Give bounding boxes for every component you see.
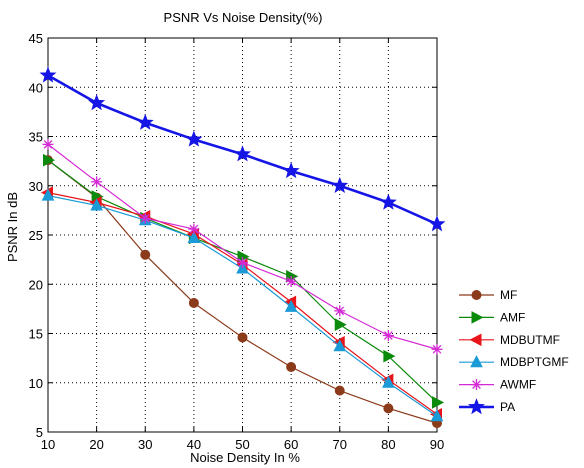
data-point-awmf-70 (334, 305, 346, 317)
legend-label-awmf: AWMF (500, 378, 536, 392)
asterisk-stroke (92, 177, 101, 187)
asterisk-stroke (335, 306, 345, 316)
asterisk-stroke (189, 224, 199, 234)
data-point-mf-30 (140, 249, 151, 260)
data-point-pa-40 (185, 130, 203, 147)
x-tick-label-60: 60 (284, 437, 298, 452)
x-tick-label-20: 20 (89, 437, 103, 452)
legend-label-amf: AMF (500, 310, 525, 324)
asterisk-stroke (238, 258, 247, 267)
data-point-mf-40 (188, 297, 199, 308)
data-point-amf-70 (334, 318, 347, 331)
data-point-pa-60 (282, 162, 300, 179)
data-point-mdbptgmf-90 (430, 409, 444, 422)
y-tick-label-30: 30 (29, 179, 43, 194)
data-point-mdbptgmf-70 (333, 339, 347, 352)
legend-label-mf: MF (500, 288, 517, 302)
data-point-awmf-10 (42, 138, 54, 150)
legend-item-awmf: AWMF (459, 378, 536, 392)
data-point-mdbptgmf-60 (284, 299, 298, 312)
x-axis-title: Noise Density In % (190, 450, 300, 465)
data-point-awmf-80 (382, 329, 394, 341)
chart-title: PSNR Vs Noise Density(%) (164, 10, 323, 25)
data-point-amf-90 (432, 396, 445, 409)
asterisk-stroke (384, 331, 393, 340)
legend-marker-mf (471, 290, 482, 300)
legend-marker-mdbutmf (469, 333, 482, 347)
legend-marker-awmf (471, 379, 482, 391)
legend-label-pa: PA (500, 400, 515, 414)
x-tick-label-70: 70 (333, 437, 347, 452)
data-point-pa-30 (136, 113, 154, 130)
asterisk-stroke (286, 276, 296, 286)
asterisk-stroke (432, 344, 442, 354)
data-point-mf-50 (237, 332, 248, 343)
data-point-awmf-40 (188, 223, 200, 235)
series-awmf (42, 138, 443, 355)
data-point-pa-70 (331, 176, 349, 193)
data-point-awmf-30 (139, 212, 151, 224)
data-point-mdbptgmf-40 (187, 230, 201, 243)
y-tick-label-5: 5 (36, 425, 43, 440)
legend-item-amf: AMF (459, 310, 525, 324)
data-point-mf-80 (383, 403, 394, 414)
data-point-pa-50 (234, 145, 251, 162)
y-tick-label-15: 15 (29, 327, 43, 342)
data-point-amf-50 (237, 250, 250, 263)
x-tick-label-10: 10 (41, 437, 55, 452)
data-point-amf-10 (43, 153, 56, 167)
asterisk-stroke (140, 213, 150, 223)
data-point-pa-90 (428, 215, 446, 232)
x-tick-label-40: 40 (187, 437, 201, 452)
data-point-mdbptgmf-80 (382, 375, 395, 388)
x-tick-label-80: 80 (381, 437, 395, 452)
legend-marker-amf (471, 311, 484, 324)
data-point-pa-10 (39, 66, 57, 83)
series-pa (39, 66, 446, 232)
legend-item-mdbptgmf: MDBPTGMF (459, 355, 569, 369)
data-point-pa-20 (88, 94, 106, 111)
legend-label-mdbptgmf: MDBPTGMF (500, 355, 569, 369)
data-point-awmf-20 (91, 176, 103, 188)
data-point-amf-80 (383, 349, 396, 363)
y-tick-label-20: 20 (29, 277, 43, 292)
series-mdbptgmf (41, 188, 444, 422)
y-axis-title: PSNR In dB (5, 192, 20, 262)
legend-item-pa: PA (459, 398, 515, 415)
asterisk-stroke (43, 140, 53, 149)
series-group (39, 66, 446, 429)
legend-item-mf: MF (459, 288, 517, 302)
legend-marker-mdbptgmf (470, 355, 483, 368)
x-tick-label-90: 90 (430, 437, 444, 452)
data-point-awmf-90 (431, 343, 443, 355)
data-point-mf-70 (334, 385, 345, 396)
data-point-pa-80 (379, 193, 397, 210)
data-point-mf-60 (286, 361, 297, 372)
x-tick-label-30: 30 (138, 437, 152, 452)
legend: MF AMF MDBUTMF MDBPTGMF AWMF PA (459, 288, 569, 415)
labels: PSNR Vs Noise Density(%) Noise Density I… (5, 10, 322, 465)
y-tick-label-25: 25 (29, 228, 43, 243)
y-tick-label-45: 45 (29, 31, 43, 46)
y-tick-label-10: 10 (29, 376, 43, 391)
y-tick-label-35: 35 (29, 130, 43, 145)
data-point-mdbptgmf-10 (41, 188, 55, 201)
data-point-awmf-60 (285, 275, 297, 287)
x-tick-label-50: 50 (235, 437, 249, 452)
legend-item-mdbutmf: MDBUTMF (459, 333, 560, 347)
y-tick-label-40: 40 (29, 80, 43, 95)
data-point-awmf-50 (237, 257, 248, 269)
legend-label-mdbutmf: MDBUTMF (500, 333, 560, 347)
legend-marker-pa (468, 398, 485, 415)
asterisk-stroke (472, 380, 481, 389)
data-point-mdbptgmf-20 (90, 198, 103, 211)
